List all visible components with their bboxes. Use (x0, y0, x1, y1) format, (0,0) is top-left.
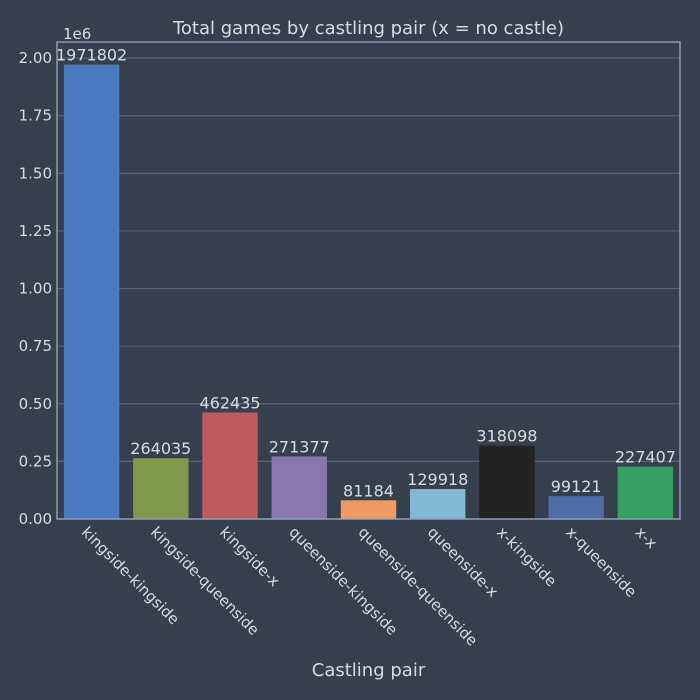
value-label: 81184 (343, 481, 394, 500)
value-label: 462435 (200, 393, 261, 412)
value-label: 271377 (269, 437, 330, 456)
x-tick-label: kingside-x (216, 523, 283, 590)
y-tick-label: 0.25 (19, 452, 52, 470)
y-tick-label: 1.75 (19, 107, 52, 125)
value-label: 264035 (130, 439, 191, 458)
bar-queenside-queenside (340, 500, 397, 519)
x-tick-label: queenside-x (424, 523, 502, 601)
y-tick-label: 0.00 (19, 510, 52, 528)
chart-title: Total games by castling pair (x = no cas… (172, 18, 564, 39)
y-tick-label: 1.50 (19, 164, 52, 182)
y-tick-label: 1.00 (19, 280, 52, 298)
x-tick-label: x-x (632, 523, 661, 552)
bar-x-x (617, 466, 674, 519)
axes-frame (56, 41, 681, 520)
value-label: 129918 (407, 470, 468, 489)
bar-queenside-kingside (271, 456, 327, 519)
y-axis-offset-label: 1e6 (63, 25, 91, 43)
y-tick-label: 0.75 (19, 337, 52, 355)
y-tick-label: 0.50 (19, 395, 52, 413)
x-tick-label: x-kingside (493, 523, 560, 590)
value-labels: 1971802 264035 462435 271377 81184 129918 3180… (56, 46, 676, 501)
y-tick-label: 2.00 (19, 49, 52, 67)
x-tick-label: queenside-queenside (355, 523, 481, 649)
value-label: 1971802 (56, 46, 127, 65)
value-label: 318098 (476, 427, 537, 446)
bar-queenside-x (410, 489, 466, 519)
bar-x-kingside (479, 445, 535, 519)
y-tick-label: 1.25 (19, 222, 52, 240)
bar-kingside-x (202, 412, 258, 519)
x-tick-label: x-queenside (562, 523, 640, 601)
x-axis-ticks: kingside-kingsidekingside-queensidekings… (78, 523, 661, 649)
y-axis-ticks: 0.00 0.25 0.50 0.75 1.00 1.25 1.50 1.75 2.00 (19, 49, 52, 528)
value-label: 227407 (615, 448, 676, 467)
x-axis-label: Castling pair (312, 660, 426, 681)
value-label: 99121 (551, 477, 602, 496)
bar-kingside-queenside (133, 458, 189, 519)
bar-kingside-kingside (63, 64, 120, 519)
bar-x-queenside (548, 496, 604, 519)
bars (63, 64, 674, 519)
